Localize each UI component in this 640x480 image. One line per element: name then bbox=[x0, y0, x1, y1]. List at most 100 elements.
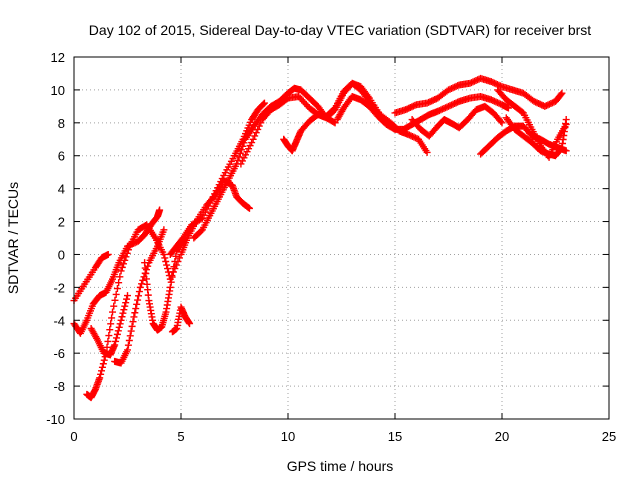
data-point bbox=[254, 125, 262, 133]
x-axis-label: GPS time / hours bbox=[287, 458, 394, 474]
data-point bbox=[489, 96, 497, 104]
x-tick-label: 25 bbox=[602, 429, 616, 444]
data-point bbox=[116, 320, 124, 328]
data-point bbox=[206, 199, 214, 207]
data-point bbox=[218, 175, 226, 183]
data-point bbox=[449, 84, 457, 92]
data-point bbox=[489, 78, 497, 86]
data-point bbox=[245, 204, 253, 212]
x-tick-label: 0 bbox=[70, 429, 77, 444]
data-point bbox=[467, 79, 475, 87]
data-point bbox=[410, 133, 418, 141]
data-point bbox=[248, 139, 256, 147]
y-tick-label: 6 bbox=[58, 149, 65, 164]
data-point bbox=[160, 226, 168, 234]
data-point bbox=[123, 249, 131, 257]
data-point bbox=[495, 99, 503, 107]
data-point bbox=[116, 273, 124, 281]
data-point bbox=[454, 98, 462, 106]
data-point bbox=[445, 86, 452, 94]
series-track-14 bbox=[408, 102, 506, 140]
data-point bbox=[130, 313, 138, 321]
y-tick-label: -10 bbox=[46, 412, 65, 427]
data-point bbox=[496, 82, 504, 90]
data-point bbox=[470, 77, 478, 85]
data-point bbox=[441, 104, 449, 112]
data-point bbox=[454, 82, 462, 90]
data-point bbox=[423, 99, 431, 107]
data-point bbox=[201, 208, 209, 216]
series-track-4 bbox=[87, 292, 131, 359]
data-point bbox=[129, 318, 137, 326]
data-point bbox=[538, 101, 546, 109]
series-track-1 bbox=[70, 250, 112, 305]
data-point bbox=[106, 326, 114, 334]
y-tick-label: 4 bbox=[58, 182, 65, 197]
x-tick-label: 5 bbox=[177, 429, 184, 444]
data-point bbox=[98, 367, 106, 375]
x-tick-label: 20 bbox=[495, 429, 509, 444]
data-point bbox=[330, 105, 338, 113]
series-track-17 bbox=[494, 86, 570, 161]
y-tick-label: -6 bbox=[53, 346, 65, 361]
data-point bbox=[530, 97, 538, 105]
data-point bbox=[252, 129, 260, 137]
data-point bbox=[255, 122, 263, 130]
data-point bbox=[448, 84, 456, 92]
data-point bbox=[562, 147, 570, 155]
data-point bbox=[445, 102, 452, 110]
data-point bbox=[487, 96, 495, 104]
data-point bbox=[409, 102, 417, 110]
data-point bbox=[124, 341, 132, 349]
series-track-13 bbox=[391, 74, 566, 117]
y-tick-label: -8 bbox=[53, 379, 65, 394]
y-tick-label: 2 bbox=[58, 215, 65, 230]
data-point bbox=[257, 119, 265, 127]
data-point bbox=[104, 250, 112, 258]
data-point bbox=[533, 99, 541, 107]
data-point bbox=[215, 181, 223, 189]
data-point bbox=[249, 135, 257, 143]
data-point bbox=[162, 258, 170, 266]
data-point bbox=[120, 306, 128, 314]
data-point bbox=[217, 178, 225, 186]
data-point bbox=[118, 313, 126, 321]
data-point bbox=[452, 82, 460, 90]
data-point bbox=[451, 83, 459, 91]
data-point bbox=[164, 265, 172, 273]
data-point bbox=[169, 268, 177, 276]
plot-frame bbox=[73, 56, 610, 420]
data-point bbox=[113, 285, 121, 293]
data-point bbox=[120, 260, 128, 268]
data-point bbox=[423, 148, 431, 156]
data-point bbox=[557, 90, 565, 98]
data-point bbox=[108, 314, 116, 322]
data-point bbox=[214, 184, 222, 192]
data-point bbox=[238, 157, 246, 165]
data-point bbox=[242, 151, 250, 159]
data-point bbox=[122, 299, 130, 307]
data-point bbox=[168, 273, 176, 281]
x-tick-label: 15 bbox=[388, 429, 402, 444]
series-track-11 bbox=[280, 111, 339, 155]
data-point bbox=[472, 77, 480, 85]
series-track-8 bbox=[166, 99, 268, 258]
data-point bbox=[466, 79, 474, 87]
data-point bbox=[490, 97, 498, 105]
data-point bbox=[490, 79, 498, 87]
data-point bbox=[407, 132, 415, 140]
y-axis-label: SDTVAR / TECUs bbox=[5, 182, 21, 294]
data-series bbox=[70, 74, 570, 402]
data-point bbox=[124, 346, 131, 354]
data-point bbox=[536, 100, 544, 108]
y-tick-label: 12 bbox=[51, 50, 65, 65]
data-point bbox=[122, 253, 130, 261]
data-point bbox=[98, 363, 106, 371]
data-point bbox=[131, 309, 139, 317]
y-tick-label: -4 bbox=[53, 313, 65, 328]
data-point bbox=[156, 206, 164, 214]
data-point bbox=[492, 98, 500, 106]
data-point bbox=[236, 149, 244, 157]
y-tick-label: 0 bbox=[58, 247, 65, 262]
